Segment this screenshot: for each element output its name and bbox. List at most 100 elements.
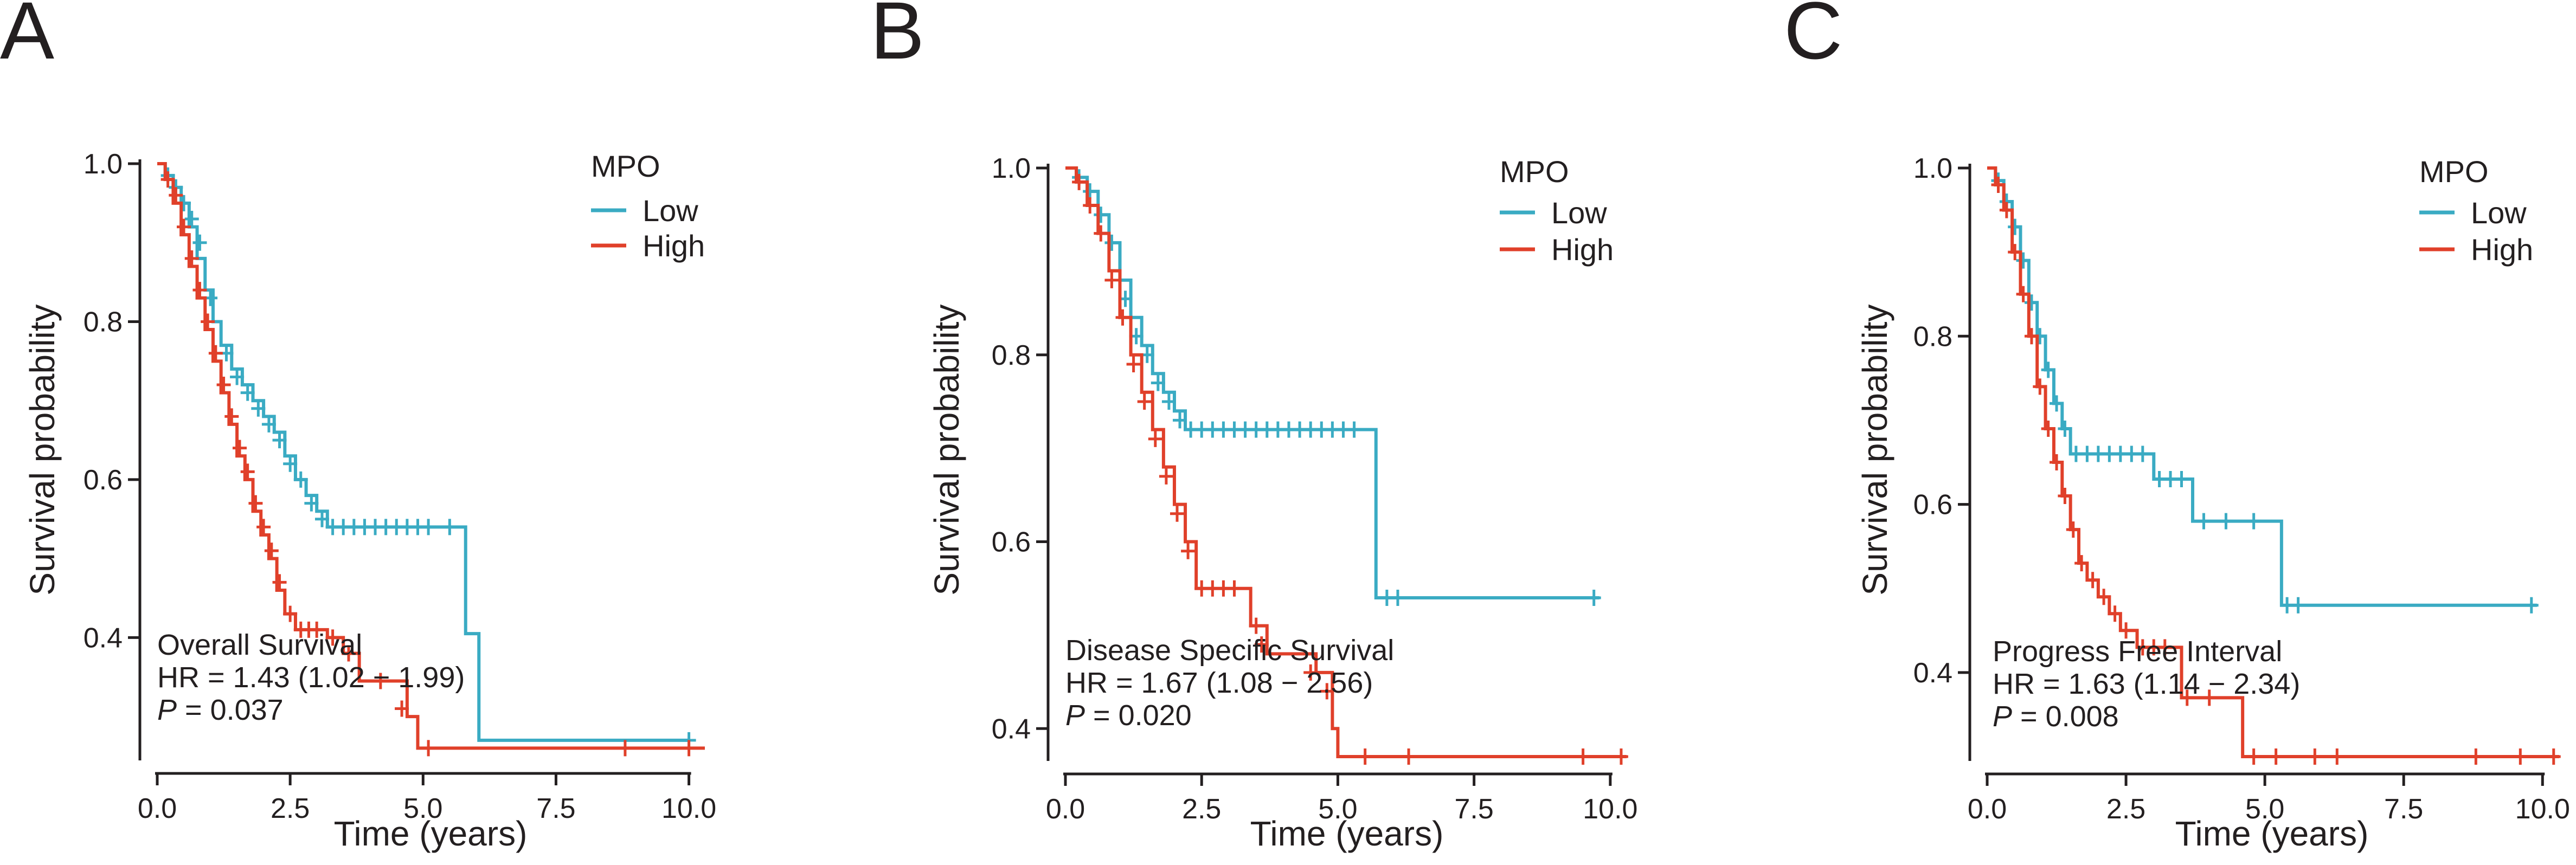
censor-mark-low [1586, 589, 1601, 606]
x-tick-label: 7.5 [1454, 793, 1493, 825]
censor-mark-high [224, 408, 239, 425]
censor-mark-high [1072, 173, 1087, 190]
censor-mark-low [2041, 362, 2055, 378]
legend-label-low: Low [1551, 196, 1607, 230]
panel-label: B [870, 0, 924, 76]
censor-mark-high [283, 605, 298, 622]
censor-mark-low [2219, 513, 2233, 530]
censor-mark-high [2066, 521, 2080, 538]
censor-mark-low [293, 471, 308, 488]
panel-b: B Survival probability Time (years) MPO … [870, 0, 1637, 853]
censor-mark-high [240, 463, 255, 480]
plot-area: 0.4 0.6 0.8 1.0 0.0 2.5 5.0 7.5 10.0 [83, 149, 716, 824]
censor-mark-low [2058, 420, 2072, 437]
censor-mark-high [2469, 748, 2483, 765]
censor-mark-low [283, 455, 298, 472]
y-axis-title: Survival probability [927, 304, 966, 595]
legend-title: MPO [1500, 154, 1569, 189]
censor-mark-low [184, 211, 199, 228]
censor-mark-high [272, 574, 287, 591]
censor-mark-high [2041, 420, 2055, 437]
censor-mark-high [2074, 555, 2089, 572]
censor-mark-high [2108, 605, 2122, 622]
censor-mark-high [2085, 572, 2100, 589]
censor-mark-high [2119, 622, 2134, 639]
x-tick-label: 10.0 [1583, 793, 1637, 825]
legend-title: MPO [2419, 154, 2489, 189]
censor-mark-high [1576, 748, 1590, 765]
x-tick-label: 2.5 [2106, 793, 2145, 825]
censor-mark-low [2008, 218, 2022, 235]
censor-mark-low [230, 369, 245, 385]
panel-label: C [1784, 0, 1842, 76]
censor-mark-high [2097, 589, 2111, 605]
censor-mark-high [1614, 748, 1628, 765]
censor-mark-high [1991, 177, 2006, 193]
x-axis-title: Time (years) [1250, 814, 1444, 853]
censor-mark-high [1104, 272, 1119, 288]
censor-mark-low [1104, 234, 1119, 251]
censor-mark-high [201, 313, 215, 330]
x-tick-label: 10.0 [2515, 793, 2570, 825]
censor-mark-high [216, 377, 231, 393]
censor-mark-high [1227, 580, 1242, 597]
censor-mark-high [2202, 689, 2217, 706]
y-tick-label: 0.8 [992, 340, 1031, 371]
stat-p-value: = 0.037 [177, 694, 284, 726]
censor-mark-low [192, 234, 207, 251]
x-tick-label: 5.0 [403, 793, 442, 824]
censor-mark-high [1181, 543, 1196, 559]
censor-mark-high [169, 187, 183, 204]
stat-title: Overall Survival [157, 629, 362, 661]
stat-p-label: P [1065, 699, 1085, 732]
x-tick-label: 0.0 [1968, 793, 2007, 825]
censor-mark-high [1170, 505, 1184, 522]
legend-label-high: High [2471, 233, 2533, 267]
panel-a: A Survival probability Time (years) MPO … [0, 0, 716, 853]
censor-mark-high [256, 519, 271, 535]
censor-mark-low [2050, 395, 2064, 412]
censor-mark-low [272, 432, 287, 449]
y-axis-title: Survival probability [23, 304, 62, 595]
y-tick-label: 0.6 [992, 527, 1031, 558]
stat-p: P = 0.037 [157, 694, 284, 726]
censor-mark-high [1999, 202, 2014, 218]
censor-mark-low [240, 384, 255, 401]
x-tick-label: 5.0 [2245, 793, 2284, 825]
censor-mark-high [160, 171, 175, 188]
censor-mark-high [2050, 454, 2064, 470]
censor-mark-high [2016, 286, 2031, 302]
censor-mark-high [264, 543, 279, 559]
panel-label: A [0, 0, 54, 76]
survival-curve-low [1987, 166, 2538, 607]
censor-mark-low [1151, 375, 1165, 391]
x-axis-title: Time (years) [2175, 814, 2369, 853]
censor-mark-high [2157, 639, 2172, 656]
censor-mark-low [1390, 589, 1405, 606]
censor-mark-high [1254, 636, 1269, 653]
plot-area: 0.4 0.6 0.8 1.0 0.0 2.5 5.0 7.5 10.0 [992, 153, 1638, 825]
stat-p: P = 0.020 [1065, 699, 1192, 732]
x-tick-label: 7.5 [536, 793, 575, 824]
censor-mark-high [2058, 488, 2072, 505]
stat-title: Disease Specific Survival [1065, 634, 1394, 667]
censor-mark-low [251, 400, 266, 417]
survival-curve-low [1065, 166, 1599, 599]
y-axis-title: Survival probability [1855, 304, 1894, 595]
x-tick-label: 7.5 [2384, 793, 2423, 825]
censor-mark-low [421, 519, 436, 535]
panel-c: C Survival probability Time (years) MPO … [1784, 0, 2570, 853]
censor-mark-high [1115, 309, 1130, 326]
censor-mark-low [1083, 183, 1097, 200]
censor-mark-high [192, 282, 207, 299]
y-tick-label: 0.4 [992, 713, 1031, 745]
censor-mark-high [2008, 244, 2022, 261]
censor-mark-high [618, 740, 632, 757]
stat-hr: HR = 1.67 (1.08 − 2.56) [1065, 667, 1373, 699]
stat-title: Progress Free Interval [1993, 635, 2282, 668]
censor-mark-high [2033, 378, 2047, 395]
censor-mark-high [2024, 328, 2039, 345]
x-tick-label: 5.0 [1318, 793, 1357, 825]
censor-mark-low [2174, 471, 2189, 488]
censor-mark-high [2330, 748, 2344, 765]
